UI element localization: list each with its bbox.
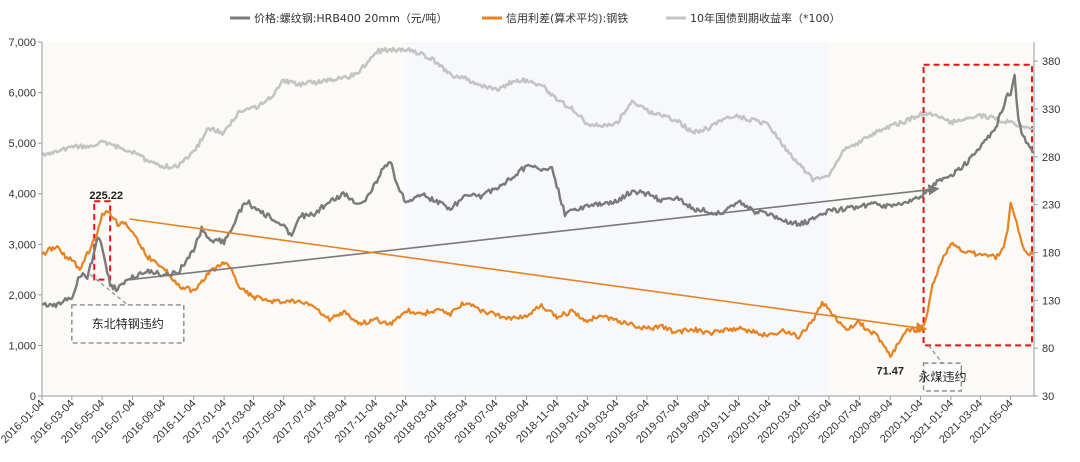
series-line-price <box>41 73 1035 309</box>
legend: 价格:螺纹钢:HRB400 20mm（元/吨） 信用利差(算术平均):钢铁 10年国… <box>230 11 841 25</box>
left-tick-label: 7,000 <box>8 37 36 49</box>
annotation-box-4 <box>922 362 963 392</box>
highlight-box-2 <box>922 63 1034 347</box>
highlight-box-1 <box>93 200 112 281</box>
trend-arrows <box>129 184 940 334</box>
right-tick-label: 330 <box>1042 104 1060 116</box>
left-tick-label: 5,000 <box>8 138 36 150</box>
annotation-box-3 <box>71 304 185 344</box>
legend-label-yield: 10年国债到期收益率（*100） <box>690 11 841 25</box>
right-tick-label: 130 <box>1042 295 1060 307</box>
annotation-label-3: 东北特钢违约 <box>92 316 164 331</box>
background-band-2 <box>405 42 830 396</box>
left-tick-label: 0 <box>30 391 36 403</box>
right-tick-label: 80 <box>1042 343 1054 355</box>
data-label-2: 71.47 <box>876 365 904 377</box>
right-tick-label: 280 <box>1042 152 1060 164</box>
background-bands <box>42 42 1034 396</box>
left-tick-label: 1,000 <box>8 340 36 352</box>
series-lines <box>41 46 1035 358</box>
legend-label-price: 价格:螺纹钢:HRB400 20mm（元/吨） <box>254 11 448 25</box>
right-tick-label: 380 <box>1042 56 1060 68</box>
left-tick-label: 2,000 <box>8 290 36 302</box>
right-tick-label: 230 <box>1042 200 1060 212</box>
right-tick-label: 30 <box>1042 391 1054 403</box>
background-band-3 <box>829 42 1034 396</box>
right-tick-label: 180 <box>1042 247 1060 259</box>
annotation-label-4: 永煤违约 <box>918 369 966 384</box>
annotation-leader-3 <box>89 274 129 306</box>
legend-label-spread: 信用利差(算术平均):钢铁 <box>506 11 628 25</box>
series-line-yield <box>41 46 1034 183</box>
series-line-spread <box>41 201 1034 358</box>
left-tick-label: 6,000 <box>8 88 36 100</box>
annotation-leader-4 <box>928 345 943 364</box>
highlight-boxes <box>93 63 1034 347</box>
left-tick-label: 4,000 <box>8 189 36 201</box>
data-label-1: 225.22 <box>89 190 123 202</box>
trend-arrow-price <box>129 184 940 281</box>
trend-arrow-spread <box>129 218 928 334</box>
left-tick-label: 3,000 <box>8 239 36 251</box>
